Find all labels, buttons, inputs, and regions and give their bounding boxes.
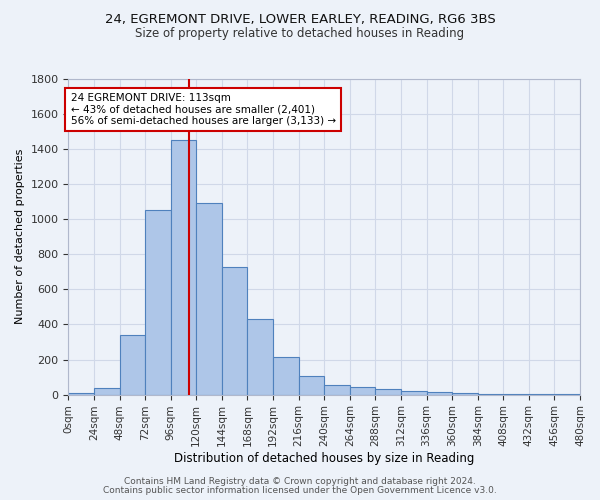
Bar [350,386,376,394]
Bar [427,392,452,394]
Bar [196,204,222,394]
Bar [68,393,94,394]
Bar [401,392,427,394]
Bar [273,357,299,395]
Bar [324,385,350,394]
Bar [145,210,171,394]
Bar [299,376,324,394]
Text: Contains HM Land Registry data © Crown copyright and database right 2024.: Contains HM Land Registry data © Crown c… [124,477,476,486]
Bar [247,319,273,394]
Text: Size of property relative to detached houses in Reading: Size of property relative to detached ho… [136,28,464,40]
X-axis label: Distribution of detached houses by size in Reading: Distribution of detached houses by size … [174,452,475,465]
Bar [222,266,247,394]
Text: Contains public sector information licensed under the Open Government Licence v3: Contains public sector information licen… [103,486,497,495]
Text: 24, EGREMONT DRIVE, LOWER EARLEY, READING, RG6 3BS: 24, EGREMONT DRIVE, LOWER EARLEY, READIN… [104,12,496,26]
Bar [94,388,119,394]
Bar [119,335,145,394]
Bar [452,393,478,394]
Bar [171,140,196,394]
Text: 24 EGREMONT DRIVE: 113sqm
← 43% of detached houses are smaller (2,401)
56% of se: 24 EGREMONT DRIVE: 113sqm ← 43% of detac… [71,93,335,126]
Y-axis label: Number of detached properties: Number of detached properties [15,149,25,324]
Bar [376,390,401,394]
